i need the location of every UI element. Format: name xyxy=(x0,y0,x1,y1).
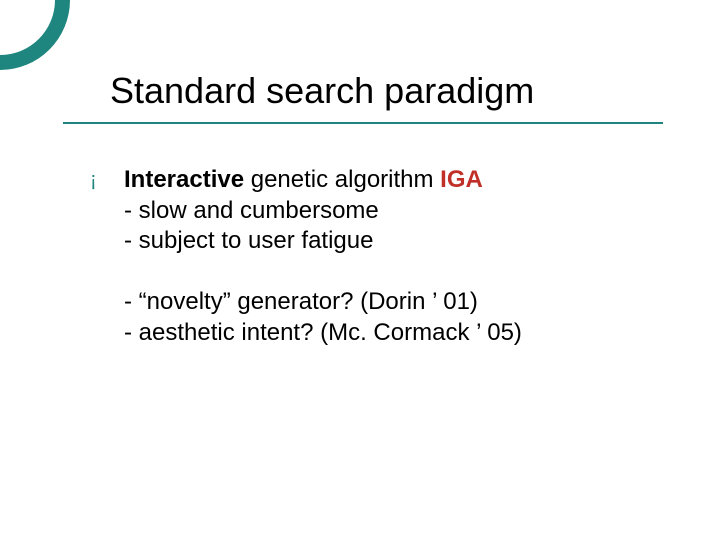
second-line-2: - aesthetic intent? (Mc. Cormack ’ 05) xyxy=(124,318,670,349)
bullet-item: ¡ Interactive genetic algorithm IGA - sl… xyxy=(90,165,670,257)
lead-rest: genetic algorithm xyxy=(244,166,440,193)
paragraph-spacer xyxy=(90,257,670,287)
bullet-sub-1: - slow and cumbersome xyxy=(124,196,670,227)
second-line-1: - “novelty” generator? (Dorin ’ 01) xyxy=(124,287,670,318)
slide: Standard search paradigm ¡ Interactive g… xyxy=(0,0,720,540)
bullet-glyph: ¡ xyxy=(90,165,124,195)
slide-title: Standard search paradigm xyxy=(110,70,534,112)
title-underline xyxy=(63,122,663,124)
bullet-sub-2: - subject to user fatigue xyxy=(124,226,670,257)
lead-bold: Interactive xyxy=(124,166,244,193)
iga-label: IGA xyxy=(440,166,483,193)
slide-body: ¡ Interactive genetic algorithm IGA - sl… xyxy=(90,165,670,349)
second-block: - “novelty” generator? (Dorin ’ 01) - ae… xyxy=(124,287,670,348)
bullet-line-1: Interactive genetic algorithm IGA xyxy=(124,165,670,196)
bullet-content: Interactive genetic algorithm IGA - slow… xyxy=(124,165,670,257)
